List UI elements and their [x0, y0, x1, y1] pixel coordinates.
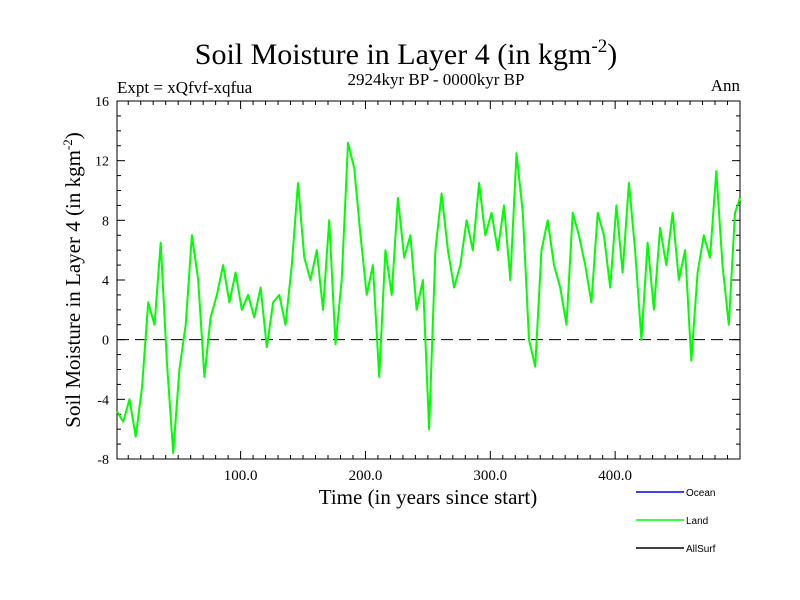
y-tick-label: 12	[95, 155, 109, 170]
x-tick-label: 200.0	[349, 468, 383, 484]
y-tick-label: 4	[102, 274, 109, 289]
legend-label-land: Land	[686, 516, 708, 527]
legend-label-ocean: Ocean	[686, 488, 715, 499]
y-tick-label: 0	[102, 334, 109, 349]
y-tick-label: -4	[97, 393, 109, 408]
series-layer	[116, 141, 741, 454]
legend: Ocean Land AllSurf	[636, 488, 716, 555]
axis-ticks: -8 -4 0 4 8 12 16 100.0 200.0 300.0 400.0	[95, 95, 740, 484]
x-tick-label: 400.0	[598, 468, 632, 484]
y-tick-label: -8	[97, 453, 109, 468]
experiment-label: Expt = xQfvf-xqfua	[117, 78, 253, 97]
season-label: Ann	[711, 76, 741, 95]
y-axis-label: Soil Moisture in Layer 4 (in kgm-2)	[60, 132, 85, 427]
chart-title: Soil Moisture in Layer 4 (in kgm-2)	[195, 36, 617, 71]
legend-label-allsurf: AllSurf	[686, 544, 716, 555]
y-tick-label: 8	[102, 214, 109, 229]
series-line-land	[116, 141, 741, 454]
y-tick-label: 16	[95, 95, 109, 110]
x-axis-label: Time (in years since start)	[319, 485, 538, 509]
x-tick-label: 100.0	[224, 468, 258, 484]
x-tick-label: 300.0	[473, 468, 507, 484]
chart-subtitle: 2924kyr BP - 0000kyr BP	[348, 70, 525, 89]
